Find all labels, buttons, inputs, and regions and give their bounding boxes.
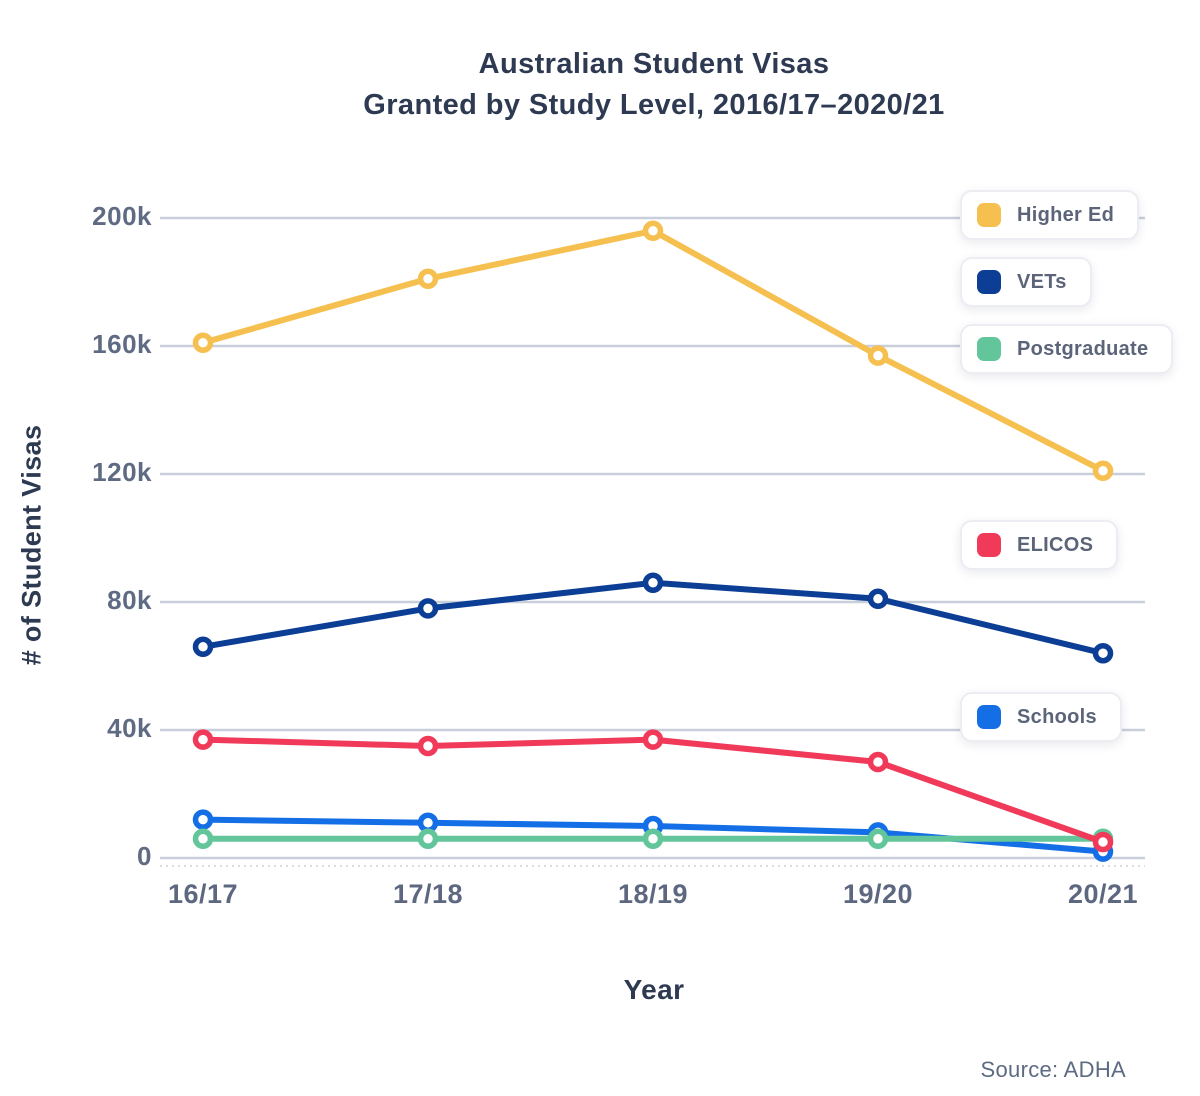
legend-swatch-vets xyxy=(977,270,1001,294)
legend-item-higher-ed[interactable]: Higher Ed xyxy=(960,190,1140,240)
x-axis-title: Year xyxy=(623,974,685,1005)
chart-title: Australian Student Visas Granted by Stud… xyxy=(108,44,1200,126)
data-point-elicos-16/17 xyxy=(192,729,214,750)
chart-title-line2: Granted by Study Level, 2016/17–2020/21 xyxy=(363,89,945,121)
data-point-higher_ed-19/20 xyxy=(867,345,889,366)
data-point-schools-17/18 xyxy=(417,812,439,834)
data-point-vets-18/19 xyxy=(642,572,664,594)
data-point-vets-19/20 xyxy=(867,588,889,610)
legend-label-higher-ed: Higher Ed xyxy=(1017,203,1115,226)
data-point-vets-16/17 xyxy=(192,636,214,658)
data-point-vets-17/18 xyxy=(417,598,439,619)
legend-item-elicos[interactable]: ELICOS xyxy=(960,520,1119,570)
series-line-vets xyxy=(200,579,1106,657)
data-point-higher_ed-17/18 xyxy=(417,268,439,290)
legend-item-postgraduate[interactable]: Postgraduate xyxy=(960,324,1174,374)
data-point-higher_ed-18/19 xyxy=(642,220,664,242)
legend-swatch-schools xyxy=(977,705,1001,729)
legend-label-postgraduate: Postgraduate xyxy=(1017,337,1149,360)
legend-swatch-higher-ed xyxy=(977,203,1001,227)
data-point-postgraduate-19/20 xyxy=(867,828,889,850)
legend-item-schools[interactable]: Schools xyxy=(960,692,1122,742)
legend-item-vets[interactable]: VETs xyxy=(960,257,1092,307)
data-point-postgraduate-17/18 xyxy=(417,828,439,850)
data-point-elicos-18/19 xyxy=(642,729,664,750)
data-point-elicos-19/20 xyxy=(867,751,889,773)
legend-label-elicos: ELICOS xyxy=(1017,533,1094,556)
legend-label-vets: VETs xyxy=(1017,270,1067,293)
chart-title-line1: Australian Student Visas xyxy=(478,48,830,80)
data-point-postgraduate-16/17 xyxy=(192,828,214,850)
source-attribution: Source: ADHA xyxy=(980,1057,1126,1082)
data-point-vets-20/21 xyxy=(1092,642,1114,664)
legend-swatch-elicos xyxy=(977,533,1001,557)
legend-swatch-postgraduate xyxy=(977,337,1001,361)
data-point-elicos-20/21 xyxy=(1092,831,1114,853)
data-point-higher_ed-16/17 xyxy=(192,332,214,354)
data-point-higher_ed-20/21 xyxy=(1092,460,1114,482)
data-point-postgraduate-18/19 xyxy=(642,828,664,850)
legend-label-schools: Schools xyxy=(1017,705,1097,728)
data-point-schools-16/17 xyxy=(192,809,214,830)
data-point-elicos-17/18 xyxy=(417,735,439,757)
